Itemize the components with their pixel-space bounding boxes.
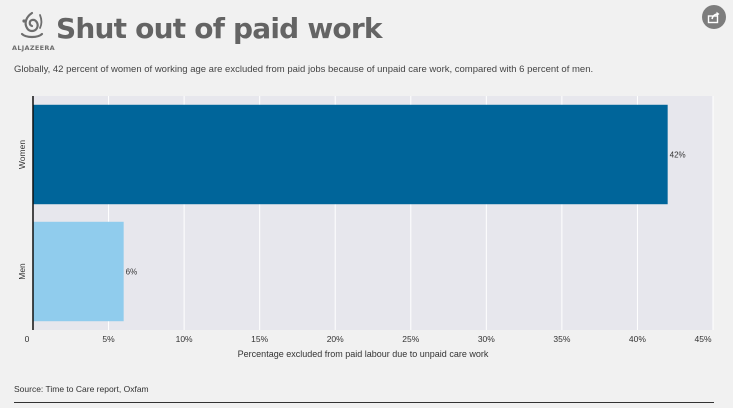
- share-button[interactable]: [702, 5, 726, 29]
- logo-wordmark: ALJAZEERA: [12, 44, 55, 52]
- source-note: Source: Time to Care report, Oxfam: [14, 384, 149, 394]
- y-axis-categories: Women Men: [17, 140, 27, 280]
- x-tick-label: 15%: [251, 334, 268, 344]
- x-tick-label: 5%: [102, 334, 115, 344]
- category-label: Men: [17, 263, 27, 280]
- chart-title: Shut out of paid work: [56, 12, 383, 45]
- x-tick-label: 45%: [694, 334, 711, 344]
- chart-subtitle: Globally, 42 percent of women of working…: [14, 64, 594, 75]
- bars: [33, 104, 668, 322]
- share-icon: [707, 11, 720, 24]
- value-label: 6%: [126, 268, 138, 277]
- x-tick-label: 40%: [629, 334, 646, 344]
- value-label: 42%: [670, 151, 686, 160]
- bar-chart: 0 5% 10% 15% 20% 25% 30% 35% 40% 45% Women Men 42%…: [17, 96, 714, 359]
- x-axis-ticks: 0 5% 10% 15% 20% 25% 30% 35% 40% 45%: [25, 334, 712, 344]
- x-axis-label: Percentage excluded from paid labour due…: [238, 349, 489, 359]
- bar-women: [33, 104, 668, 205]
- x-tick-label: 35%: [553, 334, 570, 344]
- x-tick-label: 25%: [402, 334, 419, 344]
- footer-divider: [14, 402, 714, 403]
- al-jazeera-logo: ALJAZEERA: [12, 10, 55, 54]
- bar-men: [33, 221, 124, 322]
- al-jazeera-calligraphy-icon: [20, 11, 44, 39]
- x-tick-label: 0: [25, 334, 30, 344]
- x-tick-label: 20%: [327, 334, 344, 344]
- value-labels: 42% 6%: [126, 151, 686, 277]
- x-tick-label: 30%: [478, 334, 495, 344]
- category-label: Women: [17, 140, 27, 169]
- x-tick-label: 10%: [176, 334, 193, 344]
